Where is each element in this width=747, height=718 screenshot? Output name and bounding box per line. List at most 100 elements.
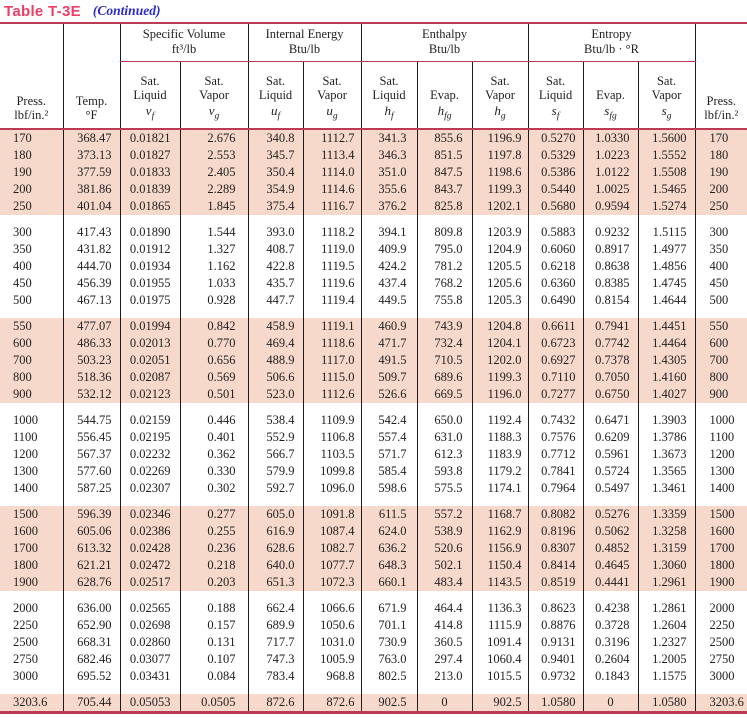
- spacer-cell: [527, 591, 584, 600]
- cell: 1.3359: [637, 506, 696, 523]
- cell: 2.553: [179, 147, 249, 164]
- cell: 1.327: [179, 241, 249, 258]
- cell: 689.9: [247, 617, 304, 634]
- cell: 1.845: [179, 198, 249, 215]
- cell: 345.7: [247, 147, 304, 164]
- spacer-cell: [582, 591, 639, 600]
- cell: 1119.6: [302, 275, 362, 292]
- cell: 297.4: [416, 651, 473, 668]
- cell: 0.9594: [582, 198, 639, 215]
- cell: 1.4745: [637, 275, 696, 292]
- cell: 855.6: [416, 129, 473, 147]
- cell: 400: [694, 258, 747, 275]
- cell: 1.4451: [637, 318, 696, 335]
- spacer-cell: [119, 497, 180, 506]
- cell: 0.330: [179, 463, 249, 480]
- cell: 567.37: [62, 446, 120, 463]
- cell: 628.76: [62, 574, 120, 591]
- cell: 3000: [694, 668, 747, 685]
- cell: 0.01833: [119, 164, 180, 181]
- spacer-cell: [179, 685, 249, 694]
- cell: 190: [694, 164, 747, 181]
- cell: 701.1: [360, 617, 418, 634]
- cell: 0.01890: [119, 224, 180, 241]
- table-row: 1400 587.25 0.02307 0.302 592.7 1096.0 598.6 57…: [0, 480, 747, 497]
- cell: 0.5680: [527, 198, 584, 215]
- table-row: 400 444.70 0.01934 1.162 422.8 1119.5 424.2 781…: [0, 258, 747, 275]
- cell: 1202.1: [471, 198, 529, 215]
- cell: 0.6218: [527, 258, 584, 275]
- table-row: 2250 652.90 0.02698 0.157 689.9 1050.6 701.1 41…: [0, 617, 747, 634]
- cell: 0.03077: [119, 651, 180, 668]
- cell: 393.0: [247, 224, 304, 241]
- column-header-vf: Sat. Liquid vf: [119, 61, 180, 130]
- cell: 1116.7: [302, 198, 362, 215]
- cell: 1.5508: [637, 164, 696, 181]
- pressure-units: lbf/in.²: [704, 108, 739, 123]
- cell: 0.8623: [527, 600, 584, 617]
- cell: 431.82: [62, 241, 120, 258]
- cell: 354.9: [247, 181, 304, 198]
- cell: 0.7277: [527, 386, 584, 403]
- cell: 1066.6: [302, 600, 362, 617]
- group-units: ft³/lb: [171, 41, 197, 56]
- cell: 1.4464: [637, 335, 696, 352]
- cell: 460.9: [360, 318, 418, 335]
- cell: 0.5440: [527, 181, 584, 198]
- cell: 1000: [694, 412, 747, 429]
- cell: 435.7: [247, 275, 304, 292]
- cell: 579.9: [247, 463, 304, 480]
- cell: 585.4: [360, 463, 418, 480]
- cell: 902.5: [471, 694, 529, 714]
- cell: 377.59: [62, 164, 120, 181]
- cell: 1183.9: [471, 446, 529, 463]
- column-header-vg: Sat. Vapor vg: [179, 61, 249, 130]
- cell: 1202.0: [471, 352, 529, 369]
- group-name: Enthalpy: [421, 27, 468, 41]
- cell: 346.3: [360, 147, 418, 164]
- cell: 0.4852: [582, 540, 639, 557]
- spacer-cell: [0, 403, 63, 412]
- cell: 628.6: [247, 540, 304, 557]
- cell: 1099.8: [302, 463, 362, 480]
- spacer-cell: [302, 497, 362, 506]
- table-row: 2500 668.31 0.02860 0.131 717.7 1031.0 730.9 36…: [0, 634, 747, 651]
- cell: 730.9: [360, 634, 418, 651]
- group-header-internal-energy: Internal Energy Btu/lb: [247, 22, 362, 62]
- cell: 360.5: [416, 634, 473, 651]
- cell: 631.0: [416, 429, 473, 446]
- group-header-row: Press. lbf/in.² Temp. °F Specific Volume…: [0, 22, 747, 130]
- cell: 0.02346: [119, 506, 180, 523]
- cell: 1115.9: [471, 617, 529, 634]
- spacer-cell: [247, 309, 304, 318]
- cell: 575.5: [416, 480, 473, 497]
- cell: 381.86: [62, 181, 120, 198]
- cell: 0.02698: [119, 617, 180, 634]
- cell: 3203.6: [0, 694, 63, 714]
- cell: 2500: [13, 635, 38, 649]
- spacer-cell: [582, 215, 639, 224]
- spacer-cell: [694, 309, 747, 318]
- spacer-cell: [471, 215, 529, 224]
- cell: 0.01865: [119, 198, 180, 215]
- spacer-cell: [302, 403, 362, 412]
- spacer-cell: [302, 309, 362, 318]
- table-row: 1000 544.75 0.02159 0.446 538.4 1109.9 542.4 65…: [0, 412, 747, 429]
- spacer-cell: [179, 497, 249, 506]
- spacer-cell: [471, 685, 529, 694]
- cell: 458.9: [247, 318, 304, 335]
- table-body: 170 368.47 0.01821 2.676 340.8 1112.7 341.3 855…: [0, 129, 747, 714]
- cell: 2250: [13, 618, 38, 632]
- cell: 0.5386: [527, 164, 584, 181]
- table-row: 2750 682.46 0.03077 0.107 747.3 1005.9 763.0 29…: [0, 651, 747, 668]
- cell: 350: [694, 241, 747, 258]
- cell: 0.8519: [527, 574, 584, 591]
- cell: 1.033: [179, 275, 249, 292]
- cell: 605.06: [62, 523, 120, 540]
- cell: 1203.9: [471, 224, 529, 241]
- cell: 213.0: [416, 668, 473, 685]
- cell: 1200: [694, 446, 747, 463]
- cell: 1115.0: [302, 369, 362, 386]
- cell: 0.7941: [582, 318, 639, 335]
